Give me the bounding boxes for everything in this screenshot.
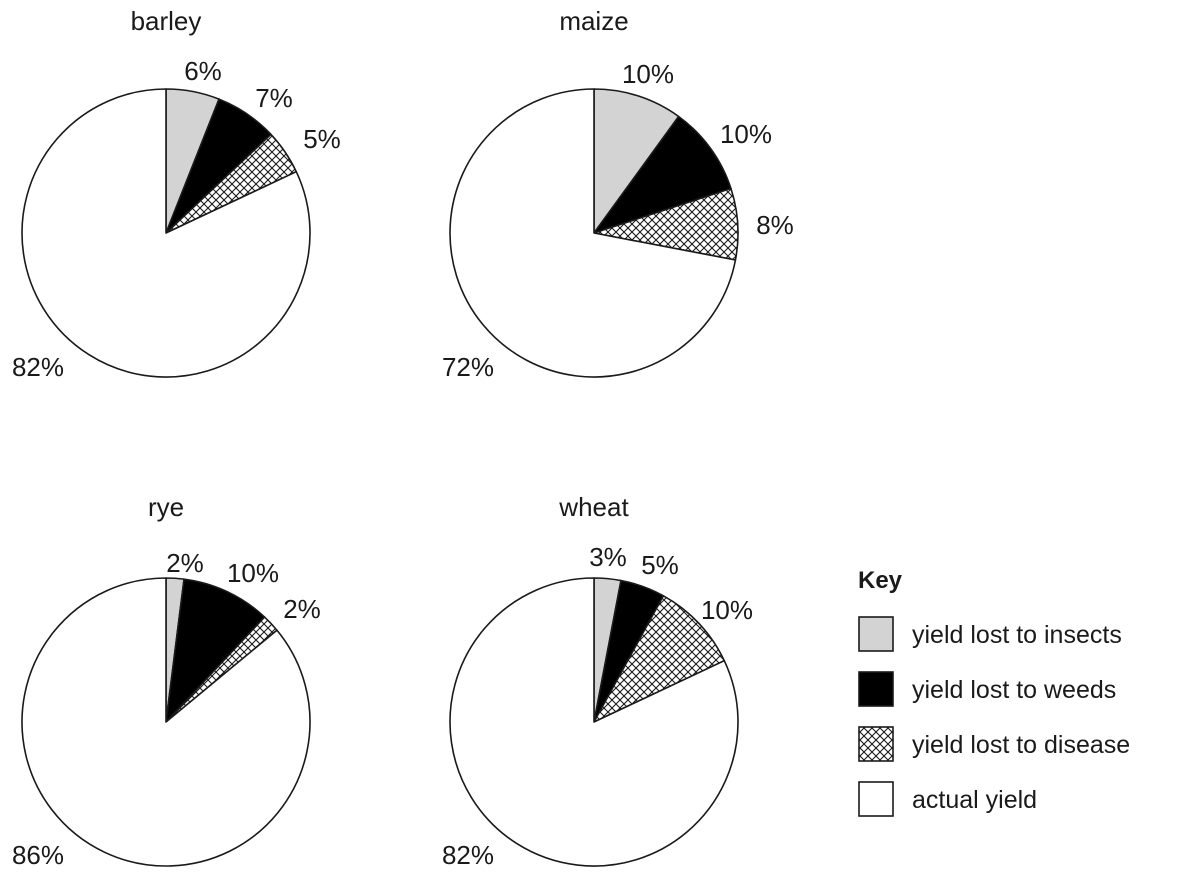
slice-label-weeds: 5%: [641, 550, 679, 580]
pie-title: maize: [559, 6, 628, 36]
slice-label-actual: 82%: [12, 352, 64, 382]
legend-label-actual: actual yield: [912, 786, 1037, 814]
slice-label-disease: 8%: [756, 210, 794, 240]
legend-label-disease: yield lost to disease: [912, 731, 1130, 759]
pie-slice-actual: [21, 88, 311, 378]
legend-swatch-insects: [858, 616, 894, 652]
slice-label-weeds: 10%: [720, 119, 772, 149]
legend-swatch-actual: [858, 781, 894, 817]
slice-label-insects: 2%: [166, 548, 204, 578]
slice-label-actual: 82%: [442, 840, 494, 870]
legend: Key yield lost to insects yield lost to w…: [858, 567, 1130, 817]
pie-maize: maize 10% 10% 8% 72%: [442, 6, 794, 382]
pie-slice-actual: [21, 577, 311, 867]
pie-slice-actual: [449, 88, 737, 378]
legend-title: Key: [858, 567, 903, 594]
slice-label-disease: 5%: [303, 124, 341, 154]
pie-title: rye: [148, 492, 184, 522]
pie-barley: barley 6% 7% 5% 82%: [12, 6, 341, 382]
slice-label-disease: 2%: [283, 594, 321, 624]
pie-slice-weeds: [165, 578, 266, 723]
legend-label-insects: yield lost to insects: [912, 621, 1122, 649]
slice-label-actual: 72%: [442, 352, 494, 382]
pie-slice-weeds: [593, 115, 732, 234]
pie-title: barley: [131, 6, 202, 36]
pie-slice-insects: [593, 88, 680, 234]
slice-label-weeds: 7%: [255, 83, 293, 113]
slice-label-actual: 86%: [12, 840, 64, 870]
pie-title: wheat: [558, 492, 629, 522]
slice-label-disease: 10%: [701, 595, 753, 625]
pie-slice-actual: [449, 577, 739, 867]
pie-wheat: wheat 3% 5% 10% 82%: [442, 492, 753, 870]
slice-label-insects: 6%: [184, 56, 222, 86]
pie-slice-disease: [593, 595, 726, 723]
slice-label-insects: 10%: [622, 59, 674, 89]
legend-swatch-weeds: [858, 671, 894, 707]
legend-swatch-disease: [858, 726, 894, 762]
slice-label-insects: 3%: [589, 542, 627, 572]
slice-label-weeds: 10%: [227, 558, 279, 588]
legend-label-weeds: yield lost to weeds: [912, 676, 1116, 704]
